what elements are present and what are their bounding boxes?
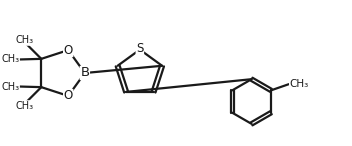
Text: CH₃: CH₃ — [15, 101, 33, 111]
Text: CH₃: CH₃ — [1, 54, 19, 64]
Text: B: B — [80, 66, 89, 80]
Text: S: S — [136, 42, 144, 55]
Text: CH₃: CH₃ — [289, 79, 309, 89]
Text: CH₃: CH₃ — [15, 35, 33, 45]
Text: CH₃: CH₃ — [1, 82, 19, 92]
Text: O: O — [64, 89, 73, 102]
Text: O: O — [64, 44, 73, 57]
